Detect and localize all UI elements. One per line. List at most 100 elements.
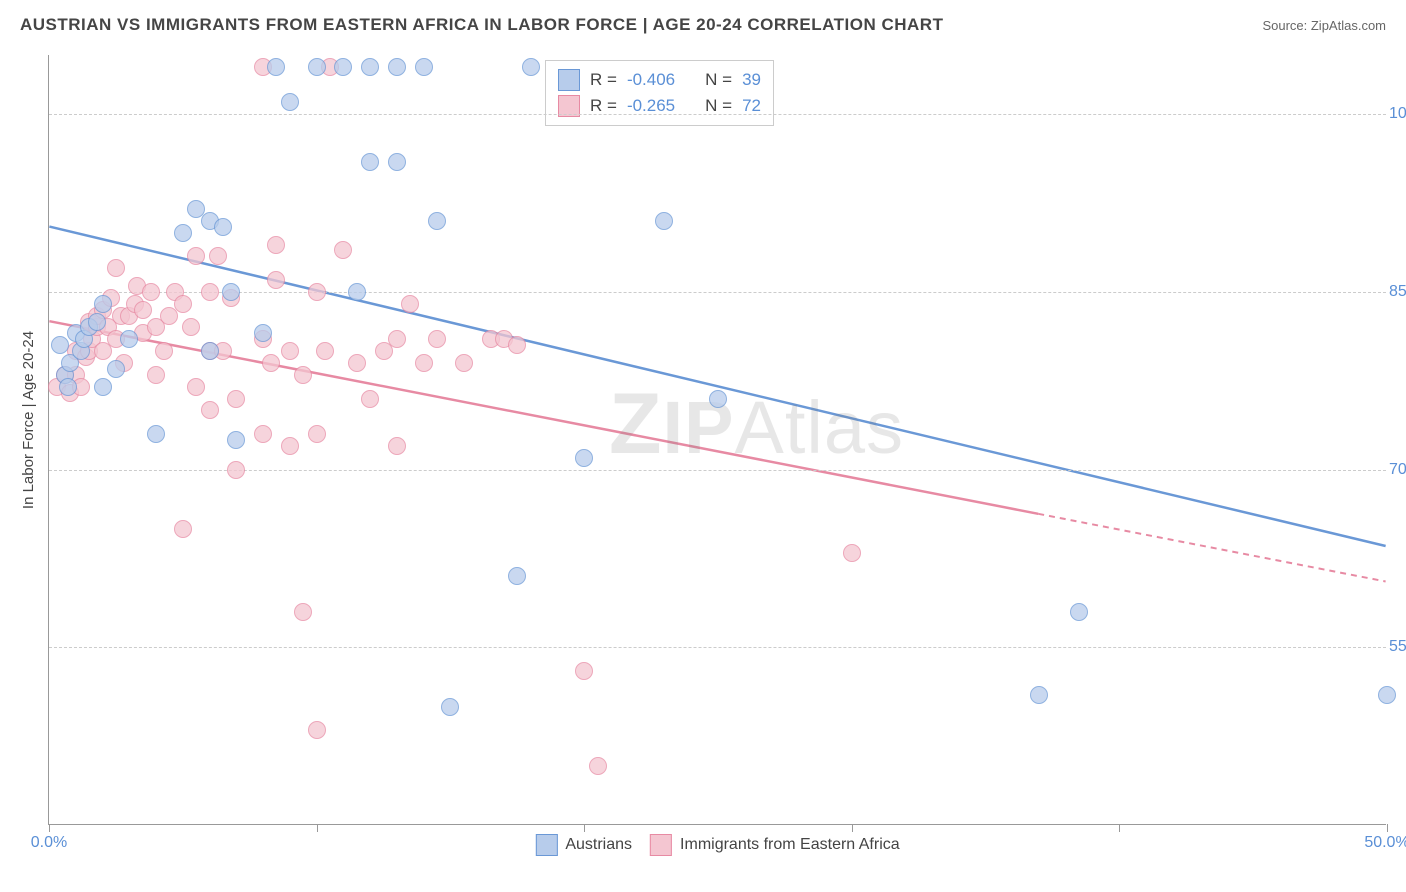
- scatter-point: [655, 212, 673, 230]
- y-tick-label: 100.0%: [1389, 105, 1406, 123]
- legend-n-label: N =: [705, 96, 732, 116]
- scatter-point: [281, 93, 299, 111]
- legend-swatch: [650, 834, 672, 856]
- scatter-point: [147, 366, 165, 384]
- legend-swatch: [558, 69, 580, 91]
- legend-n-label: N =: [705, 70, 732, 90]
- x-tick-label: 50.0%: [1364, 834, 1406, 852]
- scatter-point: [441, 698, 459, 716]
- legend-label: Austrians: [565, 836, 632, 854]
- x-tick: [49, 824, 50, 832]
- scatter-point: [120, 330, 138, 348]
- scatter-point: [361, 58, 379, 76]
- scatter-point: [59, 378, 77, 396]
- scatter-point: [388, 58, 406, 76]
- scatter-point: [187, 247, 205, 265]
- scatter-point: [147, 425, 165, 443]
- scatter-point: [455, 354, 473, 372]
- scatter-point: [294, 366, 312, 384]
- scatter-point: [709, 390, 727, 408]
- scatter-point: [388, 153, 406, 171]
- scatter-point: [1030, 686, 1048, 704]
- gridline-horizontal: [49, 114, 1386, 115]
- legend-r-label: R =: [590, 70, 617, 90]
- scatter-point: [267, 58, 285, 76]
- scatter-point: [294, 603, 312, 621]
- scatter-point: [388, 437, 406, 455]
- scatter-point: [142, 283, 160, 301]
- scatter-point: [361, 390, 379, 408]
- scatter-point: [107, 360, 125, 378]
- scatter-point: [334, 241, 352, 259]
- scatter-point: [174, 520, 192, 538]
- chart-title: AUSTRIAN VS IMMIGRANTS FROM EASTERN AFRI…: [20, 15, 943, 35]
- scatter-point: [388, 330, 406, 348]
- scatter-point: [254, 324, 272, 342]
- scatter-point: [348, 354, 366, 372]
- x-tick: [584, 824, 585, 832]
- scatter-point: [155, 342, 173, 360]
- scatter-point: [267, 236, 285, 254]
- scatter-point: [348, 283, 366, 301]
- scatter-point: [361, 153, 379, 171]
- scatter-point: [428, 212, 446, 230]
- scatter-point: [508, 336, 526, 354]
- scatter-point: [254, 425, 272, 443]
- scatter-point: [174, 295, 192, 313]
- scatter-point: [575, 662, 593, 680]
- scatter-point: [401, 295, 419, 313]
- legend-r-value: -0.406: [627, 70, 675, 90]
- scatter-point: [214, 218, 232, 236]
- scatter-point: [201, 401, 219, 419]
- watermark: ZIPAtlas: [609, 375, 904, 474]
- scatter-point: [227, 390, 245, 408]
- legend-item: Immigrants from Eastern Africa: [650, 834, 900, 856]
- scatter-point: [308, 283, 326, 301]
- y-tick-label: 70.0%: [1389, 461, 1406, 479]
- scatter-point: [281, 342, 299, 360]
- scatter-point: [1378, 686, 1396, 704]
- scatter-point: [51, 336, 69, 354]
- scatter-point: [262, 354, 280, 372]
- legend-label: Immigrants from Eastern Africa: [680, 836, 900, 854]
- scatter-point: [308, 721, 326, 739]
- scatter-point: [1070, 603, 1088, 621]
- correlation-legend: R = -0.406N = 39R = -0.265N = 72: [545, 60, 774, 126]
- series-legend: Austrians Immigrants from Eastern Africa: [535, 834, 899, 856]
- scatter-point: [415, 58, 433, 76]
- scatter-point: [308, 58, 326, 76]
- scatter-point: [88, 313, 106, 331]
- scatter-point: [843, 544, 861, 562]
- scatter-point: [575, 449, 593, 467]
- legend-swatch: [535, 834, 557, 856]
- scatter-point: [187, 378, 205, 396]
- scatter-point: [522, 58, 540, 76]
- scatter-point: [94, 378, 112, 396]
- scatter-point: [209, 247, 227, 265]
- scatter-point: [182, 318, 200, 336]
- scatter-point: [94, 295, 112, 313]
- legend-item: Austrians: [535, 834, 632, 856]
- scatter-point: [227, 461, 245, 479]
- y-tick-label: 85.0%: [1389, 283, 1406, 301]
- x-tick: [1387, 824, 1388, 832]
- gridline-horizontal: [49, 292, 1386, 293]
- trend-lines: [49, 55, 1386, 824]
- x-tick: [1119, 824, 1120, 832]
- scatter-point: [508, 567, 526, 585]
- scatter-point: [316, 342, 334, 360]
- x-tick-label: 0.0%: [31, 834, 67, 852]
- scatter-point: [201, 342, 219, 360]
- scatter-point: [174, 224, 192, 242]
- scatter-point: [227, 431, 245, 449]
- scatter-point: [428, 330, 446, 348]
- gridline-horizontal: [49, 470, 1386, 471]
- scatter-point: [267, 271, 285, 289]
- legend-n-value: 39: [742, 70, 761, 90]
- scatter-point: [281, 437, 299, 455]
- y-axis-label: In Labor Force | Age 20-24: [20, 331, 37, 509]
- scatter-point: [589, 757, 607, 775]
- x-tick: [317, 824, 318, 832]
- scatter-chart: ZIPAtlas R = -0.406N = 39R = -0.265N = 7…: [48, 55, 1386, 825]
- scatter-point: [134, 301, 152, 319]
